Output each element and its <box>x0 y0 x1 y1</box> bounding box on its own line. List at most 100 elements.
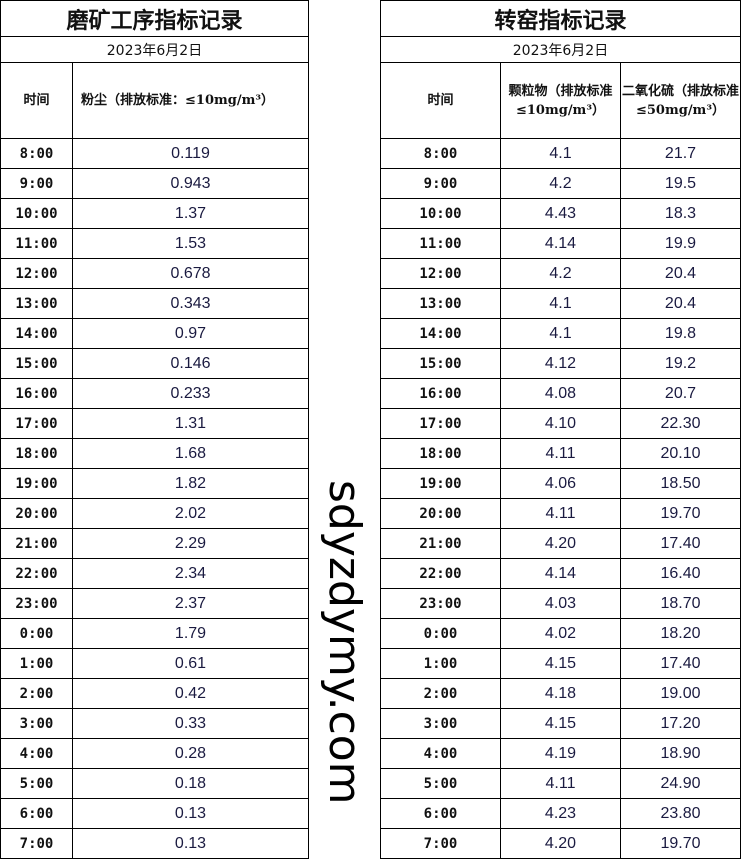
time-cell: 14:00 <box>380 318 501 349</box>
table-row: 13:00 4.1 20.4 <box>380 288 741 319</box>
time-cell: 19:00 <box>380 468 501 499</box>
time-cell: 20:00 <box>380 498 501 529</box>
value-cell: 4.12 <box>500 348 621 379</box>
table-row: 10:00 4.43 18.3 <box>380 198 741 229</box>
time-cell: 19:00 <box>0 468 73 499</box>
value-cell: 0.42 <box>72 678 309 709</box>
time-cell: 17:00 <box>380 408 501 439</box>
value-cell: 19.00 <box>620 678 741 709</box>
value-cell: 4.10 <box>500 408 621 439</box>
value-cell: 22.30 <box>620 408 741 439</box>
table-row: 13:00 0.343 <box>0 288 309 319</box>
time-cell: 12:00 <box>0 258 73 289</box>
time-cell: 15:00 <box>380 348 501 379</box>
table-row: 10:00 1.37 <box>0 198 309 229</box>
value-cell: 4.15 <box>500 708 621 739</box>
table-row: 16:00 4.08 20.7 <box>380 378 741 409</box>
table-row: 5:00 0.18 <box>0 768 309 799</box>
time-cell: 11:00 <box>380 228 501 259</box>
value-cell: 0.97 <box>72 318 309 349</box>
table-row: 11:00 4.14 19.9 <box>380 228 741 259</box>
value-cell: 4.11 <box>500 438 621 469</box>
value-cell: 19.9 <box>620 228 741 259</box>
header-so2: 二氧化硫（排放标准≤50mg/m³） <box>620 62 741 139</box>
value-cell: 20.7 <box>620 378 741 409</box>
value-cell: 4.2 <box>500 168 621 199</box>
value-cell: 4.20 <box>500 828 621 859</box>
time-cell: 4:00 <box>380 738 501 769</box>
watermark: sdyzdymy.com <box>319 480 370 805</box>
time-cell: 3:00 <box>0 708 73 739</box>
table-row: 1:00 4.15 17.40 <box>380 648 741 679</box>
value-cell: 1.68 <box>72 438 309 469</box>
value-cell: 20.4 <box>620 258 741 289</box>
time-cell: 0:00 <box>380 618 501 649</box>
value-cell: 0.119 <box>72 138 309 169</box>
value-cell: 0.13 <box>72 828 309 859</box>
time-cell: 2:00 <box>0 678 73 709</box>
time-cell: 15:00 <box>0 348 73 379</box>
table-row: 3:00 0.33 <box>0 708 309 739</box>
value-cell: 1.53 <box>72 228 309 259</box>
value-cell: 4.1 <box>500 318 621 349</box>
table-row: 20:00 2.02 <box>0 498 309 529</box>
value-cell: 0.18 <box>72 768 309 799</box>
value-cell: 4.2 <box>500 258 621 289</box>
value-cell: 4.1 <box>500 138 621 169</box>
value-cell: 4.15 <box>500 648 621 679</box>
value-cell: 4.19 <box>500 738 621 769</box>
value-cell: 20.10 <box>620 438 741 469</box>
table-row: 18:00 1.68 <box>0 438 309 469</box>
value-cell: 4.02 <box>500 618 621 649</box>
value-cell: 4.11 <box>500 498 621 529</box>
table-title: 磨矿工序指标记录 <box>0 0 309 37</box>
time-cell: 22:00 <box>0 558 73 589</box>
time-cell: 4:00 <box>0 738 73 769</box>
time-cell: 7:00 <box>380 828 501 859</box>
time-cell: 9:00 <box>380 168 501 199</box>
value-cell: 19.70 <box>620 828 741 859</box>
table-row: 23:00 4.03 18.70 <box>380 588 741 619</box>
value-cell: 4.03 <box>500 588 621 619</box>
value-cell: 17.40 <box>620 528 741 559</box>
value-cell: 4.20 <box>500 528 621 559</box>
table-row: 6:00 4.23 23.80 <box>380 798 741 829</box>
value-cell: 0.28 <box>72 738 309 769</box>
value-cell: 0.33 <box>72 708 309 739</box>
value-cell: 17.20 <box>620 708 741 739</box>
time-cell: 22:00 <box>380 558 501 589</box>
table-row: 11:00 1.53 <box>0 228 309 259</box>
value-cell: 18.90 <box>620 738 741 769</box>
time-cell: 18:00 <box>380 438 501 469</box>
table-row: 4:00 0.28 <box>0 738 309 769</box>
value-cell: 18.3 <box>620 198 741 229</box>
table-row: 20:00 4.11 19.70 <box>380 498 741 529</box>
table-row: 7:00 0.13 <box>0 828 309 859</box>
time-cell: 10:00 <box>0 198 73 229</box>
value-cell: 1.37 <box>72 198 309 229</box>
time-cell: 21:00 <box>380 528 501 559</box>
header-particulate: 颗粒物（排放标准≤10mg/m³） <box>500 62 621 139</box>
table-row: 21:00 4.20 17.40 <box>380 528 741 559</box>
value-cell: 2.37 <box>72 588 309 619</box>
value-cell: 16.40 <box>620 558 741 589</box>
header-time: 时间 <box>380 62 501 139</box>
table-row: 9:00 4.2 19.5 <box>380 168 741 199</box>
time-cell: 5:00 <box>380 768 501 799</box>
value-cell: 19.70 <box>620 498 741 529</box>
table-row: 2:00 0.42 <box>0 678 309 709</box>
time-cell: 20:00 <box>0 498 73 529</box>
table-row: 22:00 4.14 16.40 <box>380 558 741 589</box>
table-row: 17:00 4.10 22.30 <box>380 408 741 439</box>
time-cell: 18:00 <box>0 438 73 469</box>
table-row: 4:00 4.19 18.90 <box>380 738 741 769</box>
table-row: 14:00 0.97 <box>0 318 309 349</box>
value-cell: 4.11 <box>500 768 621 799</box>
table-row: 8:00 0.119 <box>0 138 309 169</box>
value-cell: 2.02 <box>72 498 309 529</box>
time-cell: 21:00 <box>0 528 73 559</box>
value-cell: 4.08 <box>500 378 621 409</box>
time-cell: 23:00 <box>0 588 73 619</box>
table-row: 21:00 2.29 <box>0 528 309 559</box>
table-row: 16:00 0.233 <box>0 378 309 409</box>
